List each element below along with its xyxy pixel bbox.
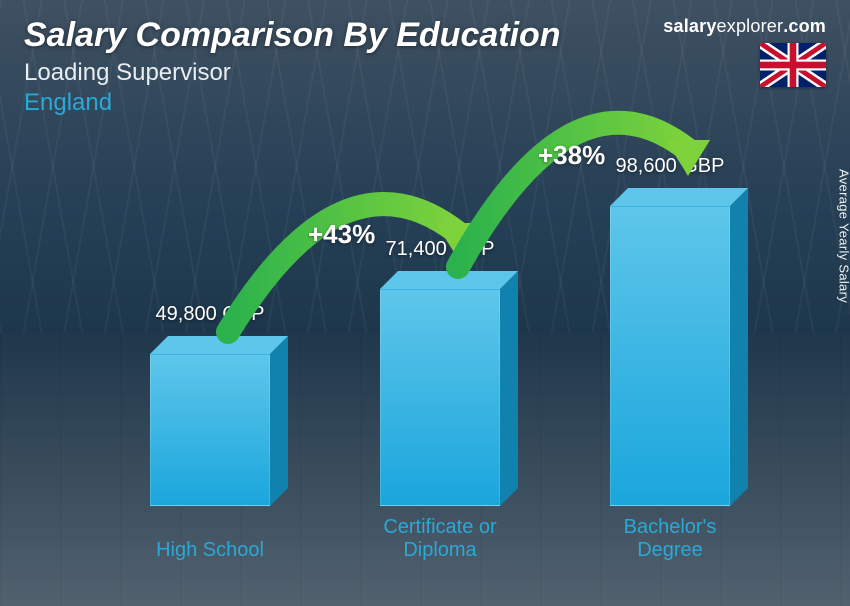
flag-icon bbox=[760, 43, 826, 87]
bar-side bbox=[500, 271, 518, 506]
bar-value-label: 71,400 GBP bbox=[386, 238, 495, 261]
bar-side bbox=[730, 188, 748, 506]
bar-value-label: 49,800 GBP bbox=[156, 303, 265, 326]
bar-front bbox=[380, 289, 500, 506]
bar bbox=[380, 289, 500, 506]
bar-group: 71,400 GBPCertificate orDiploma bbox=[360, 289, 520, 506]
y-axis-label: Average Yearly Salary bbox=[837, 169, 850, 303]
page-location: England bbox=[24, 89, 826, 117]
bar-top bbox=[150, 336, 288, 354]
bar-top bbox=[380, 271, 518, 289]
bar-value-label: 98,600 GBP bbox=[616, 155, 725, 178]
bar-front bbox=[610, 206, 730, 506]
bar-category-label: Certificate orDiploma bbox=[383, 516, 496, 562]
bar-category-label: Bachelor'sDegree bbox=[624, 516, 717, 562]
bar-top bbox=[610, 188, 748, 206]
brand-main: salary bbox=[663, 16, 716, 36]
bar-side bbox=[270, 336, 288, 506]
stage: Salary Comparison By Education Loading S… bbox=[0, 0, 850, 606]
increase-pct-label: +43% bbox=[308, 219, 375, 250]
bar-category-label: High School bbox=[156, 539, 264, 562]
bar bbox=[150, 354, 270, 506]
bar-chart: 49,800 GBPHigh School71,400 GBPCertifica… bbox=[80, 160, 770, 566]
bar bbox=[610, 206, 730, 506]
brand-text: salaryexplorer.com bbox=[663, 16, 826, 37]
brand-accent: explorer bbox=[717, 16, 784, 36]
brand: salaryexplorer.com bbox=[663, 16, 826, 87]
bar-group: 49,800 GBPHigh School bbox=[130, 354, 290, 506]
bar-group: 98,600 GBPBachelor'sDegree bbox=[590, 206, 750, 506]
bar-front bbox=[150, 354, 270, 506]
brand-suffix: .com bbox=[783, 16, 826, 36]
